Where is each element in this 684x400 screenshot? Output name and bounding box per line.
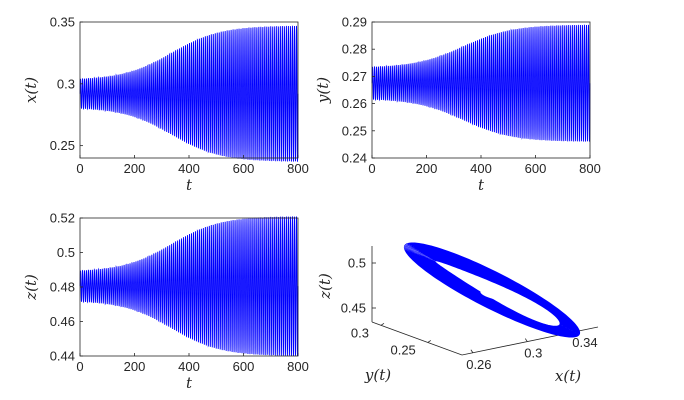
x-tick-label: 400 bbox=[178, 161, 200, 176]
y-tick-label: 0.24 bbox=[342, 151, 367, 166]
series-line bbox=[79, 216, 299, 356]
y-tick-label: 0.3 bbox=[351, 325, 369, 340]
x-tick-label: 0 bbox=[76, 161, 83, 176]
y-axis-label: y(t) bbox=[314, 77, 332, 104]
series-line bbox=[371, 24, 591, 142]
y-tick-mark bbox=[380, 322, 385, 326]
x-tick-mark bbox=[524, 338, 528, 342]
x-tick-label: 400 bbox=[178, 359, 200, 374]
y-tick-label: 0.29 bbox=[342, 15, 367, 30]
x-tick-label: 400 bbox=[470, 161, 492, 176]
x-tick-label: 200 bbox=[124, 359, 146, 374]
x-tick-label: 0 bbox=[368, 161, 375, 176]
x-tick-label: 800 bbox=[287, 359, 309, 374]
x-tick-label: 200 bbox=[416, 161, 438, 176]
limit-cycle-trajectory bbox=[403, 242, 581, 338]
y-tick-label: 0.48 bbox=[50, 280, 75, 295]
x-tick-label: 800 bbox=[579, 161, 601, 176]
series-line bbox=[79, 25, 299, 162]
cycle-hole bbox=[480, 289, 508, 301]
panel-x-time-series: 0 200 400 600 800 0.25 0.3 0.35 t x(t) bbox=[22, 15, 309, 195]
z-tick-label: 0.45 bbox=[341, 301, 366, 316]
y-tick-label: 0.35 bbox=[50, 15, 75, 30]
x-tick-label: 600 bbox=[233, 161, 255, 176]
x-axis-label: x(t) bbox=[555, 367, 581, 385]
x-axis-label: t bbox=[186, 374, 193, 392]
x-tick-label: 0.26 bbox=[466, 357, 491, 372]
panel-y-time-series: 0 200 400 600 800 0.24 0.25 0.26 0.27 0.28 0.29 t y(… bbox=[314, 15, 601, 195]
y-tick-label: 0.25 bbox=[342, 123, 367, 138]
y-tick-label: 0.26 bbox=[342, 96, 367, 111]
y-tick-label: 0.5 bbox=[57, 245, 75, 260]
panel-z-time-series: 0 200 400 600 800 0.44 0.46 0.48 0.5 0.52 t z(t) bbox=[22, 211, 309, 393]
y-tick-label: 0.25 bbox=[50, 138, 75, 153]
y-tick-label: 0.44 bbox=[50, 349, 75, 364]
x-tick-label: 600 bbox=[233, 359, 255, 374]
y-tick-label: 0.46 bbox=[50, 314, 75, 329]
x-tick-label: 200 bbox=[124, 161, 146, 176]
z-tick-label: 0.5 bbox=[348, 256, 366, 271]
y-axis-label: z(t) bbox=[22, 274, 40, 301]
x-axis-label: t bbox=[478, 176, 485, 194]
y-tick-label: 0.28 bbox=[342, 42, 367, 57]
y-tick-label: 0.52 bbox=[50, 211, 75, 226]
x-tick-label: 0.3 bbox=[524, 346, 542, 361]
y-tick-label: 0.25 bbox=[390, 342, 415, 357]
x-tick-mark bbox=[470, 349, 474, 353]
x-tick-label: 0.34 bbox=[572, 335, 597, 350]
y-tick-label: 0.3 bbox=[57, 76, 75, 91]
y-tick-mark bbox=[427, 340, 432, 343]
x-tick-label: 600 bbox=[525, 161, 547, 176]
y-axis-label: x(t) bbox=[22, 77, 40, 103]
panel-phase-portrait-3d: 0.45 0.5 0.3 0.25 0.26 0.3 0.34 z(t) y(t) x(t) bbox=[316, 242, 599, 385]
y-axis-line bbox=[371, 321, 463, 356]
z-axis-label: z(t) bbox=[316, 273, 334, 300]
x-tick-label: 800 bbox=[287, 161, 309, 176]
x-tick-label: 0 bbox=[76, 359, 83, 374]
y-axis-label: y(t) bbox=[364, 366, 391, 384]
x-axis-label: t bbox=[186, 176, 193, 194]
y-tick-label: 0.27 bbox=[342, 69, 367, 84]
